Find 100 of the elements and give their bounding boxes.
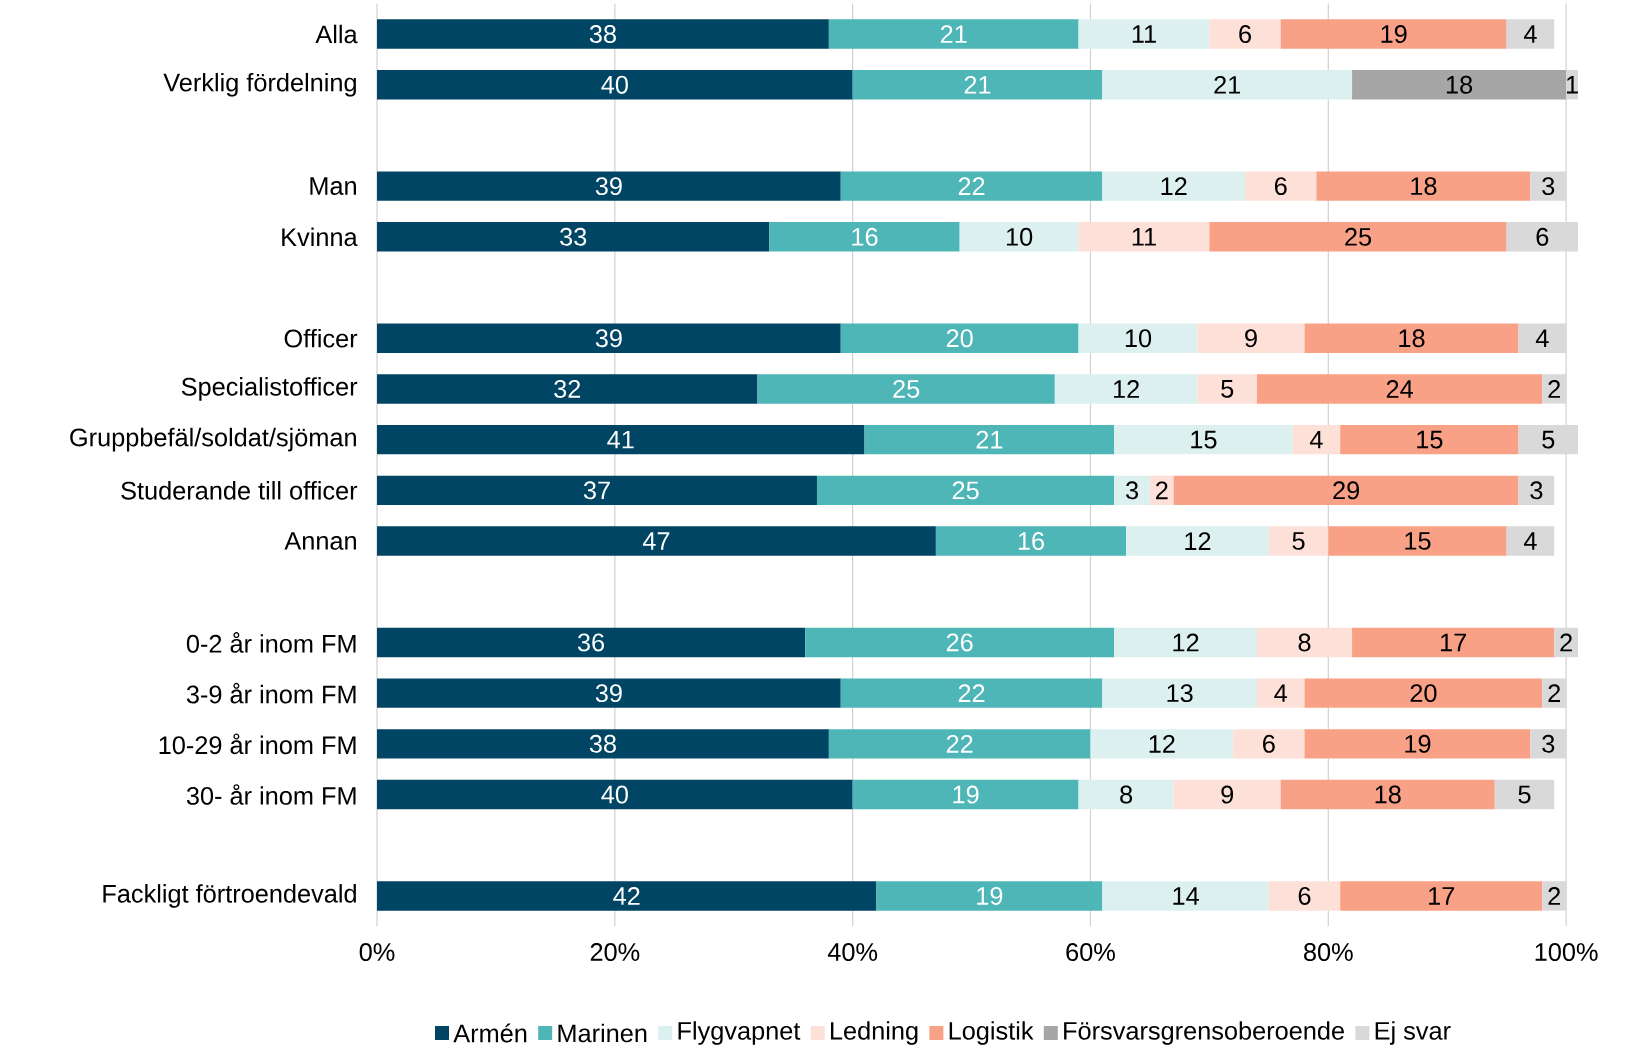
y-tick-label: Annan — [284, 532, 356, 550]
legend-label: Marinen — [558, 1023, 647, 1043]
data-label: 5 — [1518, 785, 1531, 804]
bar — [1126, 526, 1269, 556]
data-label: 12 — [1173, 633, 1199, 652]
bar — [377, 627, 806, 658]
data-label: 11 — [1132, 25, 1156, 43]
data-label: 15 — [1405, 532, 1431, 550]
data-label: 12 — [1149, 734, 1175, 753]
data-label: 38 — [589, 25, 616, 43]
data-label: 39 — [595, 684, 622, 703]
y-tick-label: Fackligt förtroendevald — [103, 884, 356, 908]
data-label: 47 — [642, 532, 670, 550]
x-tick-label: 100% — [1535, 943, 1598, 961]
x-tick-label: 80% — [1304, 943, 1353, 961]
bar — [1114, 424, 1293, 455]
data-label: 32 — [554, 379, 581, 398]
data-label: 17 — [1429, 887, 1455, 905]
bar — [1280, 779, 1495, 810]
data-label: 19 — [977, 886, 1003, 905]
data-label: 15 — [1191, 430, 1217, 449]
data-label: 18 — [1375, 785, 1401, 804]
data-label: 1 — [1566, 76, 1578, 94]
bar — [1316, 171, 1531, 201]
bar — [1114, 627, 1257, 658]
data-label: 24 — [1386, 380, 1413, 398]
data-label: 3 — [1530, 481, 1543, 500]
bar — [1494, 779, 1555, 810]
data-label: 9 — [1221, 785, 1234, 804]
bar — [377, 881, 877, 911]
bar — [1304, 678, 1543, 708]
data-label: 4 — [1535, 329, 1549, 347]
bar — [1352, 70, 1567, 100]
data-label: 22 — [958, 684, 985, 702]
data-label: 25 — [893, 379, 920, 398]
bar — [377, 729, 829, 759]
bar — [1173, 779, 1281, 810]
data-label: 33 — [560, 227, 587, 246]
data-label: 5 — [1542, 430, 1555, 449]
data-label: 21 — [1214, 75, 1241, 94]
x-tick-label: 60% — [1066, 943, 1115, 961]
data-label: 25 — [1345, 227, 1372, 246]
bar — [1233, 729, 1305, 759]
data-label: 21 — [940, 25, 967, 43]
data-label: 18 — [1411, 177, 1437, 196]
bar — [1054, 374, 1198, 404]
data-label: 19 — [1381, 25, 1407, 43]
data-label: 20 — [1410, 684, 1437, 703]
bar — [377, 526, 936, 556]
data-label: 12 — [1113, 380, 1139, 398]
data-label: 6 — [1274, 177, 1287, 196]
bar — [828, 729, 1091, 759]
y-tick-label: 10-29 år inom FM — [159, 733, 356, 755]
bar — [757, 374, 1055, 404]
bar — [959, 222, 1079, 252]
data-label: 3 — [1542, 734, 1555, 753]
bar — [1340, 881, 1543, 911]
data-label: 6 — [1263, 734, 1275, 753]
bar — [377, 374, 758, 404]
bar — [805, 627, 1115, 658]
bar — [1173, 475, 1519, 506]
bar — [1114, 475, 1150, 506]
data-label: 12 — [1185, 532, 1211, 550]
y-tick-label: Studerande till officer — [121, 481, 358, 500]
data-label: 2 — [1548, 887, 1560, 905]
data-label: 14 — [1173, 887, 1199, 905]
data-label: 39 — [595, 177, 622, 196]
data-label: 42 — [613, 887, 640, 905]
data-label: 6 — [1298, 886, 1311, 905]
data-label: 18 — [1399, 329, 1425, 348]
legend-label: Logistik — [949, 1021, 1034, 1045]
data-label: 41 — [607, 430, 634, 449]
bar — [1078, 779, 1174, 810]
data-label: 3 — [1126, 481, 1139, 500]
bar — [377, 779, 853, 810]
bar — [864, 424, 1115, 455]
data-label: 3 — [1542, 177, 1555, 196]
bar — [1506, 526, 1555, 556]
bar — [377, 424, 865, 455]
bar — [1292, 424, 1341, 455]
bar — [1102, 881, 1269, 911]
bar — [1268, 881, 1341, 911]
data-label: 22 — [946, 734, 973, 753]
data-label: 16 — [852, 227, 878, 246]
x-tick-label: 20% — [590, 943, 640, 961]
legend-label: Armén — [453, 1023, 527, 1043]
bar — [852, 70, 1103, 100]
data-label: 21 — [964, 75, 991, 94]
bar — [377, 171, 841, 201]
y-tick-label: Gruppbefäl/soldat/sjöman — [70, 427, 356, 452]
data-label: 2 — [1548, 380, 1560, 398]
y-tick-label: Verklig fördelning — [163, 72, 356, 97]
data-label: 40 — [601, 75, 628, 94]
data-label: 19 — [1405, 734, 1431, 753]
data-label: 39 — [595, 329, 622, 348]
bar — [1102, 70, 1353, 100]
data-label: 18 — [1446, 75, 1473, 94]
data-label: 19 — [953, 785, 979, 804]
bar — [377, 323, 841, 353]
data-label: 40 — [601, 785, 628, 804]
